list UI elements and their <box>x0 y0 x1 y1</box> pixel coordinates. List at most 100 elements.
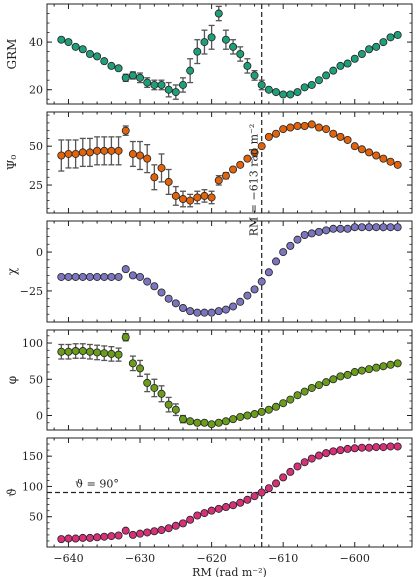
data-point <box>264 268 273 277</box>
data-point <box>143 528 152 537</box>
data-point <box>357 366 366 375</box>
data-point <box>229 165 238 174</box>
data-point <box>336 372 345 381</box>
data-point <box>279 473 288 482</box>
data-point <box>214 418 223 427</box>
data-point <box>107 146 116 155</box>
data-point <box>214 307 223 316</box>
y-tick-label: 0 <box>36 410 43 423</box>
data-point <box>250 71 259 80</box>
data-point <box>171 405 180 414</box>
data-point <box>100 349 109 358</box>
y-tick-label: 150 <box>22 450 43 463</box>
data-point <box>207 193 216 202</box>
data-point <box>178 304 187 313</box>
data-point <box>78 533 87 542</box>
data-point <box>386 442 395 451</box>
data-point <box>264 85 273 94</box>
y-axis-label: GRM <box>5 39 19 70</box>
data-point <box>114 531 123 540</box>
data-point <box>171 88 180 97</box>
data-point <box>300 121 309 130</box>
data-point <box>57 347 66 356</box>
data-point <box>71 272 80 281</box>
data-point <box>314 76 323 85</box>
data-point <box>100 57 109 66</box>
data-point <box>78 272 87 281</box>
data-point <box>193 193 202 202</box>
y-tick-label: 40 <box>29 36 43 49</box>
data-point <box>171 521 180 530</box>
data-point <box>178 195 187 204</box>
data-point <box>157 80 166 89</box>
data-point <box>307 120 316 129</box>
data-point <box>314 381 323 390</box>
data-point <box>107 532 116 541</box>
data-point <box>157 526 166 535</box>
data-point <box>100 272 109 281</box>
data-point <box>171 191 180 200</box>
data-point <box>221 503 230 512</box>
data-point <box>372 443 381 452</box>
y-tick-label: −25 <box>20 285 43 298</box>
data-point <box>329 224 338 233</box>
data-point <box>236 50 245 59</box>
data-point <box>78 45 87 54</box>
data-point <box>136 151 145 160</box>
data-point <box>229 302 238 311</box>
data-point <box>157 389 166 398</box>
data-point <box>143 78 152 87</box>
data-point <box>136 529 145 538</box>
data-point <box>393 223 402 232</box>
data-point <box>64 534 73 543</box>
y-tick-label: 100 <box>22 337 43 350</box>
x-tick-label: −620 <box>196 552 226 565</box>
data-point <box>257 277 266 286</box>
data-point <box>243 495 252 504</box>
data-point <box>207 308 216 317</box>
data-point <box>307 454 316 463</box>
data-point <box>300 387 309 396</box>
data-point <box>322 449 331 458</box>
data-point <box>214 176 223 185</box>
data-point <box>164 524 173 533</box>
data-point <box>272 479 281 488</box>
data-point <box>186 417 195 426</box>
data-point <box>350 54 359 63</box>
data-point <box>372 42 381 51</box>
data-point <box>250 148 259 157</box>
data-point <box>329 129 338 138</box>
data-point <box>350 142 359 151</box>
data-point <box>178 519 187 528</box>
data-point <box>336 446 345 455</box>
data-point <box>322 125 331 134</box>
data-point <box>286 467 295 476</box>
data-point <box>300 230 309 239</box>
data-point <box>57 151 66 160</box>
data-point <box>71 347 80 356</box>
data-point <box>293 121 302 130</box>
data-point <box>178 415 187 424</box>
data-point <box>300 458 309 467</box>
data-point <box>322 226 331 235</box>
data-point <box>64 149 73 158</box>
y-tick-label: 50 <box>29 140 43 153</box>
data-point <box>365 443 374 452</box>
data-point <box>193 418 202 427</box>
data-point <box>85 272 94 281</box>
data-point <box>272 129 281 138</box>
data-point <box>164 85 173 94</box>
data-point <box>379 443 388 452</box>
data-point <box>71 149 80 158</box>
data-point <box>114 272 123 281</box>
data-point <box>121 265 130 274</box>
data-point <box>257 80 266 89</box>
data-point <box>393 30 402 39</box>
data-point <box>121 126 130 135</box>
data-point <box>386 360 395 369</box>
panel-frame <box>46 437 413 548</box>
data-point <box>300 83 309 92</box>
data-point <box>128 530 137 539</box>
data-point <box>64 272 73 281</box>
